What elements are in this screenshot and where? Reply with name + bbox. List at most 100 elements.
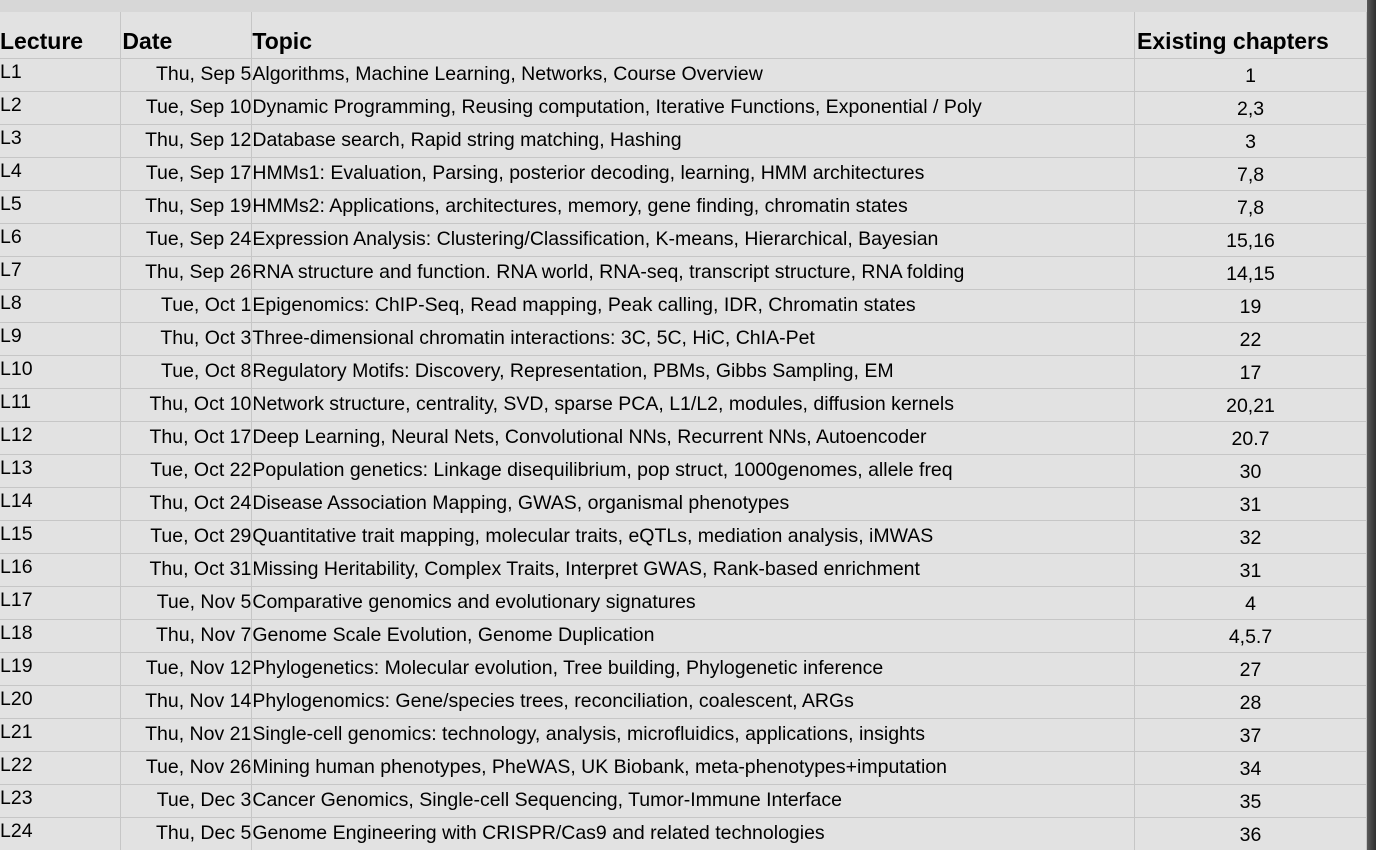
cell-chapters[interactable]: 17 (1134, 355, 1367, 389)
cell-topic[interactable]: Database search, Rapid string matching, … (251, 124, 1136, 158)
cell-date[interactable]: Thu, Oct 17 (120, 421, 253, 455)
cell-chapters[interactable]: 3 (1134, 124, 1367, 158)
cell-lecture[interactable]: L14 (0, 487, 122, 521)
cell-chapters[interactable]: 14,15 (1134, 256, 1367, 290)
cell-topic[interactable]: Genome Scale Evolution, Genome Duplicati… (251, 619, 1136, 653)
cell-lecture[interactable]: L12 (0, 421, 122, 455)
cell-topic[interactable]: Three-dimensional chromatin interactions… (251, 322, 1136, 356)
cell-chapters[interactable]: 31 (1134, 487, 1367, 521)
cell-chapters[interactable]: 22 (1134, 322, 1367, 356)
cell-lecture[interactable]: L1 (0, 58, 122, 92)
cell-chapters[interactable]: 34 (1134, 751, 1367, 785)
cell-chapters[interactable]: 1 (1134, 58, 1367, 92)
cell-date[interactable]: Tue, Dec 3 (120, 784, 253, 818)
cell-date[interactable]: Thu, Nov 14 (120, 685, 253, 719)
cell-date[interactable]: Thu, Sep 26 (120, 256, 253, 290)
cell-lecture[interactable]: L7 (0, 256, 122, 290)
cell-date[interactable]: Tue, Oct 29 (120, 520, 253, 554)
cell-lecture[interactable]: L24 (0, 817, 122, 850)
cell-date[interactable]: Tue, Oct 8 (120, 355, 253, 389)
cell-date[interactable]: Thu, Oct 10 (120, 388, 253, 422)
cell-date[interactable]: Tue, Nov 5 (120, 586, 253, 620)
cell-chapters[interactable]: 31 (1134, 553, 1367, 587)
cell-date[interactable]: Tue, Sep 24 (120, 223, 253, 257)
cell-lecture[interactable]: L18 (0, 619, 122, 653)
cell-topic[interactable]: Regulatory Motifs: Discovery, Representa… (251, 355, 1136, 389)
cell-lecture[interactable]: L20 (0, 685, 122, 719)
cell-date[interactable]: Thu, Dec 5 (120, 817, 253, 850)
cell-topic[interactable]: Expression Analysis: Clustering/Classifi… (251, 223, 1136, 257)
cell-chapters[interactable]: 4 (1134, 586, 1367, 620)
cell-chapters[interactable]: 35 (1134, 784, 1367, 818)
cell-chapters[interactable]: 15,16 (1134, 223, 1367, 257)
header-date[interactable]: Date (120, 12, 253, 59)
cell-topic[interactable]: Epigenomics: ChIP-Seq, Read mapping, Pea… (251, 289, 1136, 323)
header-lecture[interactable]: Lecture (0, 12, 122, 59)
cell-topic[interactable]: Population genetics: Linkage disequilibr… (251, 454, 1136, 488)
cell-chapters[interactable]: 19 (1134, 289, 1367, 323)
cell-lecture[interactable]: L6 (0, 223, 122, 257)
cell-topic[interactable]: Phylogenetics: Molecular evolution, Tree… (251, 652, 1136, 686)
cell-topic[interactable]: Missing Heritability, Complex Traits, In… (251, 553, 1136, 587)
cell-lecture[interactable]: L5 (0, 190, 122, 224)
cell-topic[interactable]: Network structure, centrality, SVD, spar… (251, 388, 1136, 422)
cell-chapters[interactable]: 2,3 (1134, 91, 1367, 125)
cell-chapters[interactable]: 20.7 (1134, 421, 1367, 455)
cell-topic[interactable]: HMMs1: Evaluation, Parsing, posterior de… (251, 157, 1136, 191)
cell-chapters[interactable]: 27 (1134, 652, 1367, 686)
cell-lecture[interactable]: L10 (0, 355, 122, 389)
cell-lecture[interactable]: L19 (0, 652, 122, 686)
cell-lecture[interactable]: L11 (0, 388, 122, 422)
cell-date[interactable]: Thu, Sep 19 (120, 190, 253, 224)
cell-lecture[interactable]: L9 (0, 322, 122, 356)
cell-topic[interactable]: Comparative genomics and evolutionary si… (251, 586, 1136, 620)
cell-lecture[interactable]: L3 (0, 124, 122, 158)
cell-lecture[interactable]: L13 (0, 454, 122, 488)
cell-date[interactable]: Thu, Nov 7 (120, 619, 253, 653)
cell-lecture[interactable]: L4 (0, 157, 122, 191)
cell-topic[interactable]: Disease Association Mapping, GWAS, organ… (251, 487, 1136, 521)
cell-topic[interactable]: HMMs2: Applications, architectures, memo… (251, 190, 1136, 224)
cell-lecture[interactable]: L16 (0, 553, 122, 587)
cell-chapters[interactable]: 20,21 (1134, 388, 1367, 422)
cell-topic[interactable]: Single-cell genomics: technology, analys… (251, 718, 1136, 752)
cell-date[interactable]: Tue, Oct 1 (120, 289, 253, 323)
cell-topic[interactable]: Cancer Genomics, Single-cell Sequencing,… (251, 784, 1136, 818)
cell-date[interactable]: Tue, Nov 26 (120, 751, 253, 785)
cell-lecture[interactable]: L17 (0, 586, 122, 620)
cell-date[interactable]: Tue, Sep 17 (120, 157, 253, 191)
cell-topic[interactable]: RNA structure and function. RNA world, R… (251, 256, 1136, 290)
header-chapters[interactable]: Existing chapters (1134, 12, 1367, 59)
cell-chapters[interactable]: 4,5.7 (1134, 619, 1367, 653)
cell-topic[interactable]: Genome Engineering with CRISPR/Cas9 and … (251, 817, 1136, 850)
cell-lecture[interactable]: L2 (0, 91, 122, 125)
cell-date[interactable]: Thu, Sep 12 (120, 124, 253, 158)
cell-lecture[interactable]: L23 (0, 784, 122, 818)
cell-lecture[interactable]: L15 (0, 520, 122, 554)
cell-date[interactable]: Tue, Sep 10 (120, 91, 253, 125)
cell-date[interactable]: Tue, Nov 12 (120, 652, 253, 686)
cell-date[interactable]: Thu, Oct 3 (120, 322, 253, 356)
cell-chapters[interactable]: 7,8 (1134, 190, 1367, 224)
cell-date[interactable]: Thu, Nov 21 (120, 718, 253, 752)
header-topic[interactable]: Topic (251, 12, 1136, 59)
cell-chapters[interactable]: 37 (1134, 718, 1367, 752)
cell-chapters[interactable]: 32 (1134, 520, 1367, 554)
cell-date[interactable]: Tue, Oct 22 (120, 454, 253, 488)
cell-topic[interactable]: Quantitative trait mapping, molecular tr… (251, 520, 1136, 554)
cell-date[interactable]: Thu, Sep 5 (120, 58, 253, 92)
cell-chapters[interactable]: 7,8 (1134, 157, 1367, 191)
cell-date[interactable]: Thu, Oct 24 (120, 487, 253, 521)
cell-chapters[interactable]: 36 (1134, 817, 1367, 850)
cell-topic[interactable]: Algorithms, Machine Learning, Networks, … (251, 58, 1136, 92)
cell-chapters[interactable]: 30 (1134, 454, 1367, 488)
cell-lecture[interactable]: L21 (0, 718, 122, 752)
cell-lecture[interactable]: L22 (0, 751, 122, 785)
cell-topic[interactable]: Dynamic Programming, Reusing computation… (251, 91, 1136, 125)
cell-topic[interactable]: Deep Learning, Neural Nets, Convolutiona… (251, 421, 1136, 455)
cell-topic[interactable]: Phylogenomics: Gene/species trees, recon… (251, 685, 1136, 719)
cell-lecture[interactable]: L8 (0, 289, 122, 323)
cell-date[interactable]: Thu, Oct 31 (120, 553, 253, 587)
cell-topic[interactable]: Mining human phenotypes, PheWAS, UK Biob… (251, 751, 1136, 785)
cell-chapters[interactable]: 28 (1134, 685, 1367, 719)
